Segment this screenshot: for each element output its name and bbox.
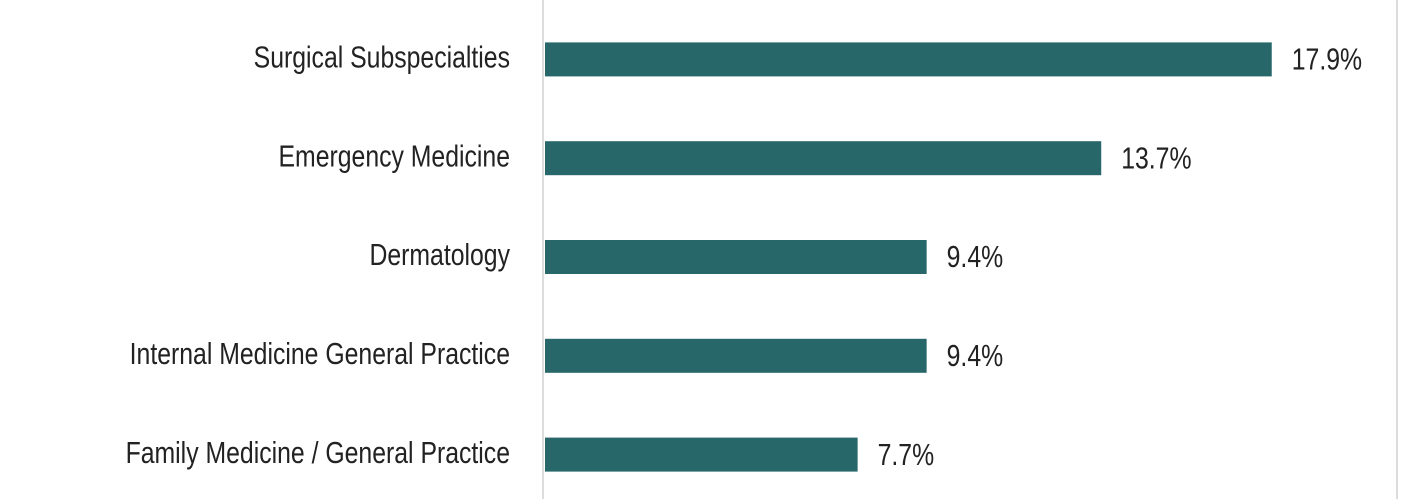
value-label: 13.7% (1121, 141, 1191, 175)
bar (545, 437, 858, 472)
y-tick-label: Surgical Subspecialties (254, 40, 510, 74)
value-label: 17.9% (1292, 42, 1362, 76)
bar (545, 240, 927, 274)
y-tick-label: Emergency Medicine (279, 139, 510, 173)
bar (545, 141, 1102, 176)
value-label: 9.4% (947, 240, 1004, 274)
value-label: 7.7% (878, 437, 935, 471)
value-label: 9.4% (947, 338, 1004, 372)
y-tick-label: Family Medicine / General Practice (126, 435, 510, 469)
bar (545, 42, 1272, 77)
y-tick-label: Dermatology (369, 238, 510, 272)
y-tick-label: Internal Medicine General Practice (130, 336, 510, 370)
bar (545, 338, 927, 373)
